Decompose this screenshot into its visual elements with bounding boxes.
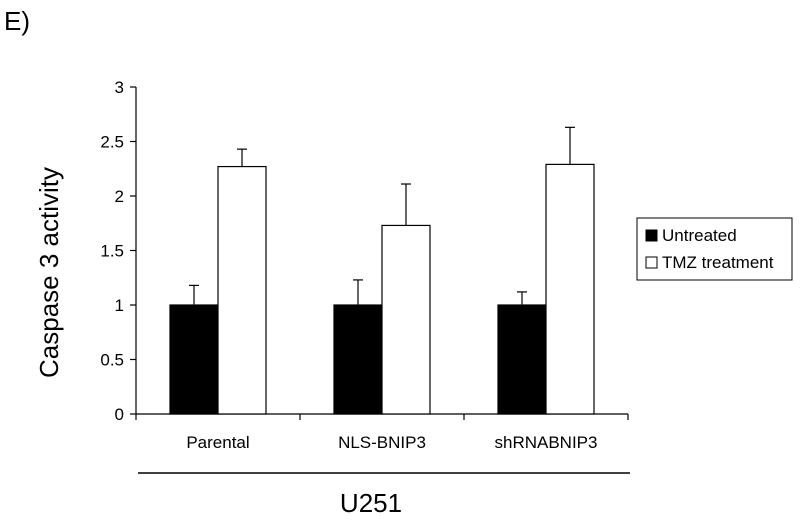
bar-untreated-parental xyxy=(169,304,219,415)
bar-tmz-shrnabnip3 xyxy=(545,163,595,415)
error-bars xyxy=(189,126,575,305)
y-tick-label: 1.5 xyxy=(100,242,124,261)
labels: 0 0.5 1 1.5 2 2.5 3 Parental NLS-BNIP3 shRNABNIP3… xyxy=(34,78,597,518)
bar-untreated-shrnabnip3 xyxy=(497,304,547,415)
y-tick-label: 3 xyxy=(115,78,124,97)
legend-box xyxy=(636,217,793,281)
legend: Untreated TMZ treatment xyxy=(636,217,793,281)
bar-untreated-nls-bnip3 xyxy=(333,304,383,415)
y-tick-label: 0.5 xyxy=(100,351,124,370)
legend-swatch xyxy=(645,256,658,269)
x-tick-label: shRNABNIP3 xyxy=(495,433,598,452)
legend-label: Untreated xyxy=(662,226,737,245)
bar-tmz-nls-bnip3 xyxy=(381,224,431,415)
legend-swatch xyxy=(645,229,658,242)
y-axis-label: Caspase 3 activity xyxy=(34,167,64,378)
y-tick-label: 0 xyxy=(115,405,124,424)
bar-tmz-parental xyxy=(217,165,267,415)
y-tick-label: 1 xyxy=(115,296,124,315)
y-tick-label: 2 xyxy=(115,187,124,206)
bars xyxy=(169,163,595,415)
legend-label: TMZ treatment xyxy=(662,253,774,272)
panel-label: E) xyxy=(4,6,30,36)
x-tick-label: NLS-BNIP3 xyxy=(338,433,426,452)
x-tick-label: Parental xyxy=(186,433,249,452)
y-tick-label: 2.5 xyxy=(100,133,124,152)
x-axis-label: U251 xyxy=(340,488,402,518)
